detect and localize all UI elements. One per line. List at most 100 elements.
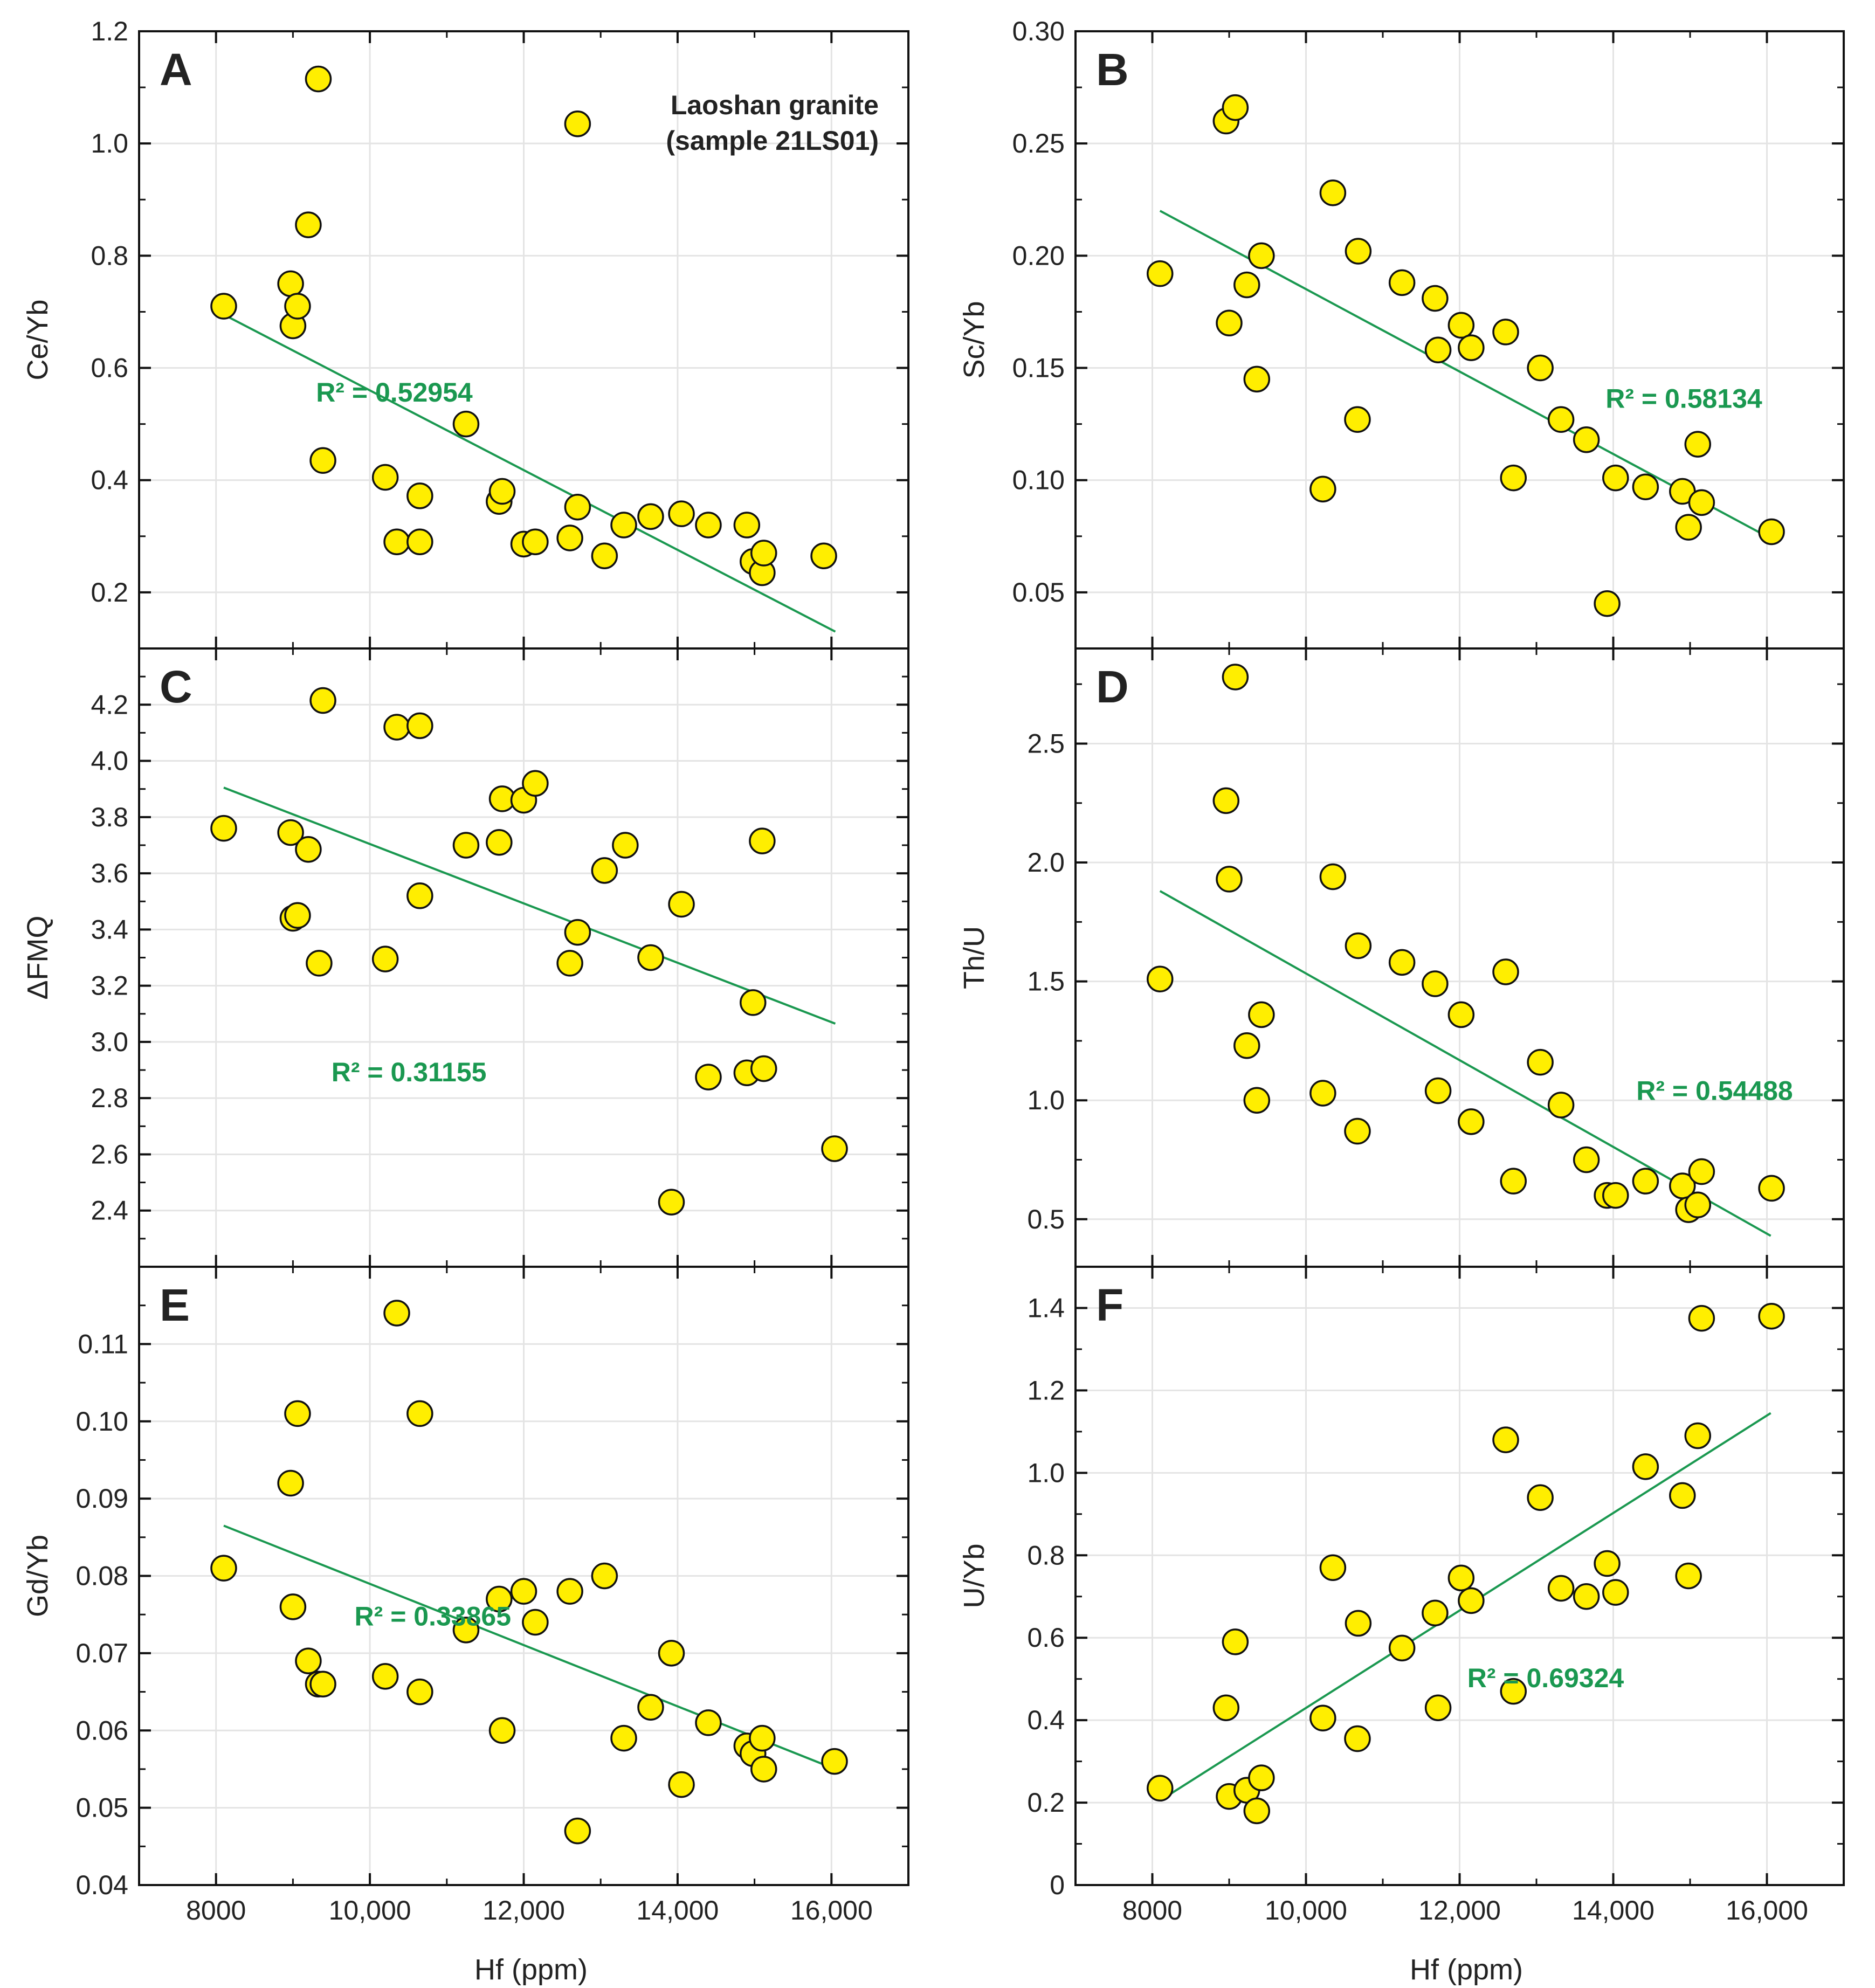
panel-d-point-18	[1527, 1048, 1554, 1076]
panel-f-point-22	[1602, 1579, 1629, 1606]
panel-c-point-20	[637, 944, 664, 971]
panel-c-y-axis-label: ΔFMQ	[22, 915, 54, 999]
panel-a-point-19	[591, 542, 618, 569]
panel-e-point-19	[610, 1724, 637, 1752]
panel-f-point-19	[1547, 1575, 1575, 1602]
panel-b: 0.05 0.10 0.15 0.20 0.25 0.30 Sc/Yb B R² = 0.581…	[958, 16, 1845, 650]
panel-d-point-0	[1147, 965, 1174, 992]
panel-e-ytick-label-4: 0.08	[76, 1561, 128, 1591]
panel-e-xtick-label-1: 10,000	[329, 1895, 411, 1925]
panels-layer: 0.2 0.4 0.6 0.8 1.0 1.2 Ce/Yb A R² = 0.52954 0.05…	[22, 16, 1845, 1925]
x-axis-label-left: Hf (ppm)	[474, 1954, 588, 1986]
panel-f-point-23	[1632, 1453, 1659, 1480]
panel-c-point-10	[406, 712, 433, 740]
panel-c-point-22	[695, 1064, 722, 1090]
panel-c-point-11	[452, 832, 480, 859]
panel-b-point-26	[1688, 489, 1715, 516]
panel-d-ytick-label-2: 1.5	[1027, 967, 1065, 997]
panel-e-point-23	[695, 1709, 722, 1736]
panel-a-point-8	[383, 528, 410, 555]
panel-d-ytick-label-4: 2.5	[1027, 728, 1065, 758]
panel-d-fit-line	[1159, 890, 1771, 1237]
panel-b-point-18	[1527, 354, 1554, 382]
panel-c-point-1	[277, 819, 304, 846]
panel-d-point-8	[1319, 863, 1347, 891]
panel-c-ytick-label-9: 4.2	[91, 689, 128, 720]
panel-b-point-16	[1492, 319, 1519, 346]
panel-c-point-3	[284, 902, 311, 929]
panel-e-ytick-label-5: 0.09	[76, 1483, 128, 1514]
panel-a-point-22	[668, 500, 695, 527]
panel-d-point-13	[1424, 1077, 1452, 1105]
panel-d-point-6	[1248, 1001, 1275, 1028]
panel-f-xtick-label-3: 14,000	[1572, 1895, 1655, 1925]
panel-d-ytick-label-0: 0.5	[1027, 1204, 1065, 1234]
panel-e-point-1	[277, 1469, 304, 1497]
panel-b-ytick-label-0: 0.05	[1012, 577, 1065, 608]
panel-e-ytick-label-1: 0.05	[76, 1793, 128, 1823]
panel-e-letter: E	[160, 1280, 190, 1330]
panel-b-r2-label: R² = 0.58134	[1605, 383, 1762, 413]
panel-d-point-19	[1547, 1092, 1575, 1119]
panel-e-ytick-label-3: 0.07	[76, 1638, 128, 1668]
panel-e-point-6	[309, 1671, 336, 1697]
panel-f-ytick-label-6: 1.2	[1027, 1375, 1065, 1405]
panel-e-xtick-label-3: 14,000	[636, 1895, 719, 1925]
panel-e-point-9	[406, 1678, 433, 1706]
panel-f-point-13	[1424, 1694, 1452, 1721]
panel-f-point-9	[1344, 1725, 1371, 1752]
panel-b-point-19	[1547, 406, 1575, 433]
panel-b-point-10	[1345, 238, 1372, 265]
panel-f-point-1	[1212, 1694, 1240, 1721]
panel-c-point-12	[486, 829, 513, 856]
panel-e-xtick-label-2: 12,000	[482, 1895, 565, 1925]
panel-d-point-9	[1344, 1117, 1371, 1145]
panel-d: 0.5 1.0 1.5 2.0 2.5 Th/U D R² = 0.54488	[958, 647, 1845, 1268]
panel-e-point-12	[486, 1585, 513, 1613]
panel-e-point-7	[371, 1663, 399, 1690]
note-line2: (sample 21LS01)	[666, 126, 879, 156]
panel-e-point-17	[564, 1817, 591, 1845]
panel-c-ytick-label-2: 2.8	[91, 1083, 128, 1113]
panel-e-point-14	[510, 1578, 537, 1605]
panel-d-point-10	[1345, 932, 1372, 960]
panel-f-point-5	[1243, 1797, 1271, 1825]
panel-a-point-0	[210, 293, 237, 320]
panel-c-point-26	[750, 1055, 777, 1082]
panel-b-point-2	[1216, 309, 1243, 337]
panel-a-point-3	[284, 293, 311, 320]
panel-d-point-26	[1684, 1191, 1711, 1219]
panel-b-y-axis-label: Sc/Yb	[958, 301, 990, 378]
panel-b-ytick-label-2: 0.15	[1012, 353, 1065, 383]
panel-c-point-17	[564, 919, 591, 946]
panel-e-ytick-label-0: 0.04	[76, 1870, 128, 1900]
panel-b-point-14	[1447, 312, 1475, 339]
panel-e: 0.04 0.05 0.06 0.07 0.08 0.09 0.10 0.11 8000 10,0…	[22, 1266, 909, 1925]
panel-b-point-6	[1248, 242, 1275, 270]
panel-a-y-axis-label: Ce/Yb	[22, 299, 54, 380]
panel-f-ytick-label-2: 0.4	[1027, 1705, 1065, 1735]
panel-e-point-26	[749, 1724, 776, 1752]
panel-d-point-14	[1447, 1001, 1475, 1028]
panel-a-ytick-label-5: 1.2	[91, 16, 128, 46]
panel-e-point-21	[658, 1640, 685, 1667]
panel-f-point-3	[1222, 1628, 1249, 1655]
panel-e-y-axis-label: Gd/Yb	[22, 1535, 54, 1617]
panel-d-point-7	[1309, 1080, 1336, 1107]
panel-f-point-15	[1458, 1587, 1485, 1614]
panel-d-point-4	[1233, 1032, 1260, 1059]
panel-a-ytick-label-2: 0.6	[91, 353, 128, 383]
panel-a-ytick-label-1: 0.4	[91, 465, 128, 495]
panel-d-point-22	[1602, 1182, 1629, 1209]
panel-f-point-20	[1573, 1583, 1600, 1610]
panel-c-point-16	[556, 950, 583, 977]
panel-f-ytick-label-3: 0.6	[1027, 1623, 1065, 1653]
panel-b-point-22	[1632, 473, 1659, 500]
panel-a-point-9	[406, 528, 433, 555]
panel-d-point-12	[1422, 970, 1449, 997]
panel-d-point-17	[1500, 1168, 1527, 1195]
panel-b-point-8	[1319, 180, 1347, 206]
panel-b-point-7	[1309, 475, 1336, 503]
panel-d-point-1	[1212, 787, 1240, 814]
